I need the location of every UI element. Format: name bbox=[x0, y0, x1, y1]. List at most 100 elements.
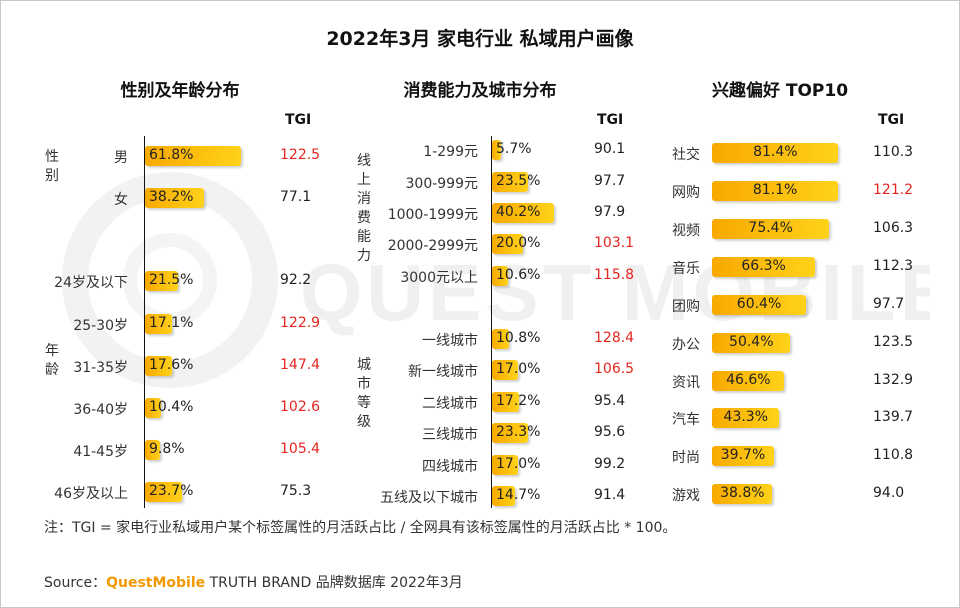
data-label: 50.4% bbox=[729, 334, 774, 350]
category-label: 25-30岁 bbox=[73, 318, 128, 334]
bar bbox=[145, 356, 173, 376]
category-label: 音乐 bbox=[672, 261, 700, 277]
category-label: 46岁及以上 bbox=[54, 486, 128, 502]
category-label: 二线城市 bbox=[422, 396, 478, 412]
category-label: 41-45岁 bbox=[73, 444, 128, 460]
tgi-value: 132.9 bbox=[873, 372, 914, 388]
category-label: 300-999元 bbox=[405, 176, 479, 192]
data-label: 17.6% bbox=[149, 357, 194, 373]
axis-line-1 bbox=[144, 136, 145, 508]
data-label: 38.2% bbox=[149, 189, 194, 205]
bar bbox=[492, 392, 519, 412]
bar bbox=[712, 371, 785, 391]
data-label: 17.2% bbox=[496, 393, 541, 409]
data-label: 10.4% bbox=[149, 399, 194, 415]
data-label: 21.5% bbox=[149, 272, 194, 288]
category-label: 一线城市 bbox=[422, 333, 478, 349]
data-label: 20.0% bbox=[496, 235, 541, 251]
category-label: 2000-2999元 bbox=[387, 238, 478, 254]
tgi-value: 115.8 bbox=[594, 267, 635, 283]
bar bbox=[145, 398, 162, 418]
category-label: 1-299元 bbox=[423, 144, 478, 160]
data-label: 46.6% bbox=[726, 372, 771, 388]
category-label: 3000元以上 bbox=[400, 270, 478, 286]
category-label: 资讯 bbox=[672, 375, 700, 391]
category-label: 女 bbox=[114, 192, 128, 208]
tgi-value: 92.2 bbox=[280, 272, 312, 288]
data-label: 10.6% bbox=[496, 267, 541, 283]
category-label: 24岁及以下 bbox=[54, 275, 128, 291]
bar bbox=[492, 203, 555, 223]
bar bbox=[712, 484, 773, 504]
category-label: 31-35岁 bbox=[73, 360, 128, 376]
category-label: 四线城市 bbox=[422, 459, 478, 475]
group-label-age: 年龄 bbox=[45, 343, 59, 378]
category-label: 36-40岁 bbox=[73, 402, 128, 418]
category-label: 新一线城市 bbox=[408, 364, 478, 380]
source-brand: QuestMobile bbox=[106, 575, 206, 591]
category-label: 时尚 bbox=[672, 450, 700, 466]
data-label: 9.8% bbox=[149, 441, 185, 457]
tgi-value: 94.0 bbox=[873, 485, 905, 501]
bar bbox=[145, 146, 241, 166]
tgi-value: 147.4 bbox=[280, 357, 321, 373]
tgi-value: 90.1 bbox=[594, 141, 626, 157]
data-label: 43.3% bbox=[723, 409, 769, 425]
data-label: 23.5% bbox=[496, 173, 541, 189]
category-label: 社交 bbox=[672, 147, 700, 163]
tgi-value: 121.2 bbox=[873, 182, 914, 198]
category-label: 五线及以下城市 bbox=[380, 490, 478, 506]
category-label: 网购 bbox=[672, 185, 700, 201]
data-label: 40.2% bbox=[496, 204, 541, 220]
bar bbox=[145, 482, 182, 502]
bar bbox=[492, 172, 529, 192]
tgi-value: 110.8 bbox=[873, 447, 914, 463]
category-label: 游戏 bbox=[672, 488, 700, 504]
source-rest: TRUTH BRAND 品牌数据库 2022年3月 bbox=[205, 575, 463, 591]
tgi-value: 103.1 bbox=[594, 235, 635, 251]
tgi-header-2: TGI bbox=[597, 112, 624, 128]
tgi-value: 102.6 bbox=[280, 399, 321, 415]
axis-line-2 bbox=[491, 136, 492, 508]
category-label: 三线城市 bbox=[422, 427, 478, 443]
page-title: 2022年3月 家电行业 私域用户画像 bbox=[326, 28, 634, 50]
bar bbox=[492, 486, 515, 506]
group-label-gender: 性别 bbox=[45, 149, 59, 184]
data-label: 38.8% bbox=[720, 485, 765, 501]
data-label: 5.7% bbox=[496, 141, 532, 157]
tgi-value: 99.2 bbox=[594, 456, 626, 472]
category-label: 视频 bbox=[672, 223, 700, 239]
tgi-value: 122.5 bbox=[280, 147, 321, 163]
tgi-value: 122.9 bbox=[280, 315, 321, 331]
data-label: 66.3% bbox=[741, 258, 786, 274]
footnote: 注：TGI = 家电行业私域用户某个标签属性的月活跃占比 / 全网具有该标签属性… bbox=[44, 520, 677, 536]
bar bbox=[492, 423, 529, 443]
data-label: 81.4% bbox=[753, 144, 798, 160]
source-line: Source：QuestMobile TRUTH BRAND 品牌数据库 202… bbox=[44, 572, 463, 592]
tgi-value: 110.3 bbox=[873, 144, 914, 160]
tgi-value: 97.9 bbox=[594, 204, 626, 220]
tgi-value: 91.4 bbox=[594, 487, 626, 503]
tgi-value: 128.4 bbox=[594, 330, 635, 346]
data-label: 75.4% bbox=[748, 220, 793, 236]
category-label: 团购 bbox=[672, 299, 700, 315]
bar bbox=[712, 181, 838, 201]
bar bbox=[712, 143, 839, 163]
tgi-value: 95.4 bbox=[594, 393, 626, 409]
bar bbox=[492, 140, 501, 160]
bar bbox=[145, 271, 179, 291]
bar bbox=[712, 408, 780, 428]
tgi-value: 95.6 bbox=[594, 424, 626, 440]
data-label: 39.7% bbox=[720, 447, 766, 463]
tgi-header-1: TGI bbox=[285, 112, 312, 128]
tgi-value: 77.1 bbox=[280, 189, 312, 205]
tgi-value: 97.7 bbox=[873, 296, 905, 312]
bar bbox=[145, 314, 172, 334]
group-label-city: 城市等级 bbox=[357, 357, 371, 430]
bar bbox=[492, 360, 519, 380]
bar bbox=[492, 329, 509, 349]
tgi-value: 105.4 bbox=[280, 441, 321, 457]
data-label: 81.1% bbox=[752, 182, 798, 198]
tgi-value: 123.5 bbox=[873, 334, 914, 350]
panel-title-gender-age: 性别及年龄分布 bbox=[120, 81, 240, 101]
